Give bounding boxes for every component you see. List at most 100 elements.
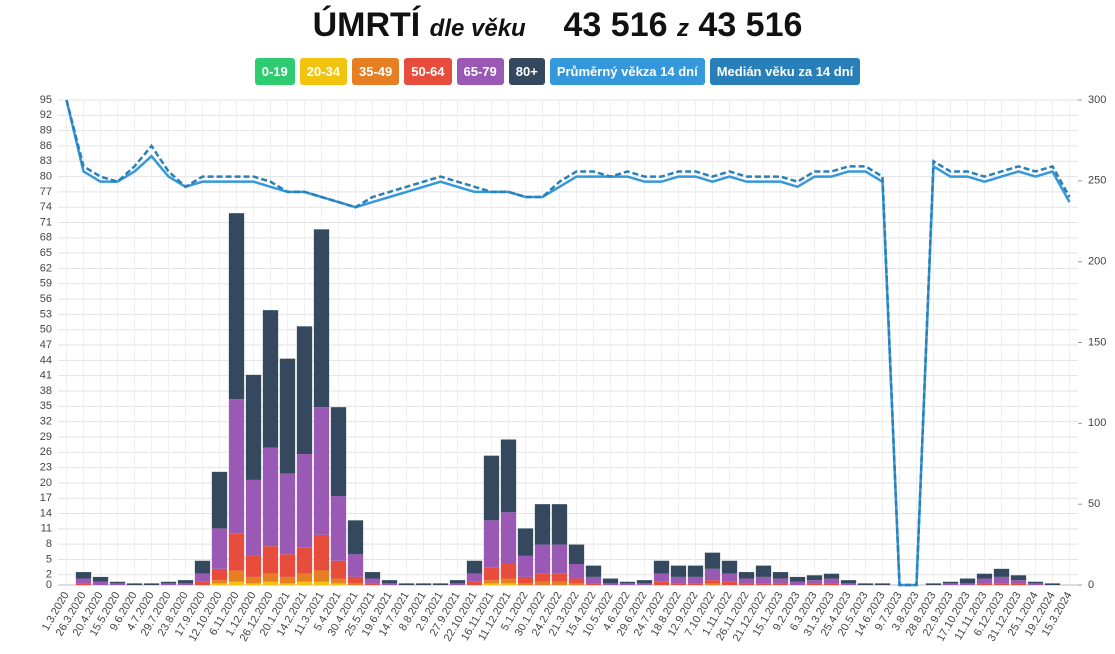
bar-segment <box>347 583 364 585</box>
y-tick-label: 47 <box>40 339 52 351</box>
bar-segment <box>500 583 517 585</box>
y-tick-label: 5 <box>46 553 52 565</box>
bar-segment <box>602 583 619 585</box>
bar-segment <box>449 583 466 585</box>
bar-segment <box>381 583 398 585</box>
bar-segment <box>874 583 891 585</box>
bar-segment <box>364 572 381 579</box>
legend-item[interactable]: 35-49 <box>352 58 400 85</box>
bar-segment <box>313 407 330 535</box>
bar-segment <box>636 580 653 584</box>
bar-segment <box>211 471 228 529</box>
bar-segment <box>466 560 483 574</box>
bar-segment <box>330 583 347 585</box>
bar-segment <box>738 583 755 585</box>
bar-segment <box>806 583 823 585</box>
bar-segment <box>262 447 279 547</box>
y-tick-label: 77 <box>40 186 52 198</box>
bar-segment <box>330 496 347 561</box>
bar-segment <box>160 581 177 584</box>
total-count: 43 516 <box>698 6 803 44</box>
y-tick-label: 59 <box>40 278 52 290</box>
bar-segment <box>245 374 262 480</box>
bar-segment <box>789 576 806 582</box>
bar-segment <box>92 581 109 585</box>
bar-segment <box>143 583 160 585</box>
bar-segment <box>211 580 228 584</box>
y-tick-label: 44 <box>40 354 52 366</box>
legend-item[interactable]: 65-79 <box>456 58 504 85</box>
y-tick-label: 0 <box>46 579 52 591</box>
bar-segment <box>466 581 483 585</box>
bar-segment <box>381 580 398 584</box>
y-tick-label: 86 <box>40 140 52 152</box>
bar-segment <box>568 544 585 564</box>
y-tick-label: 71 <box>40 216 52 228</box>
line <box>65 99 1071 587</box>
bar-segment <box>738 572 755 579</box>
y-tick-label: 83 <box>40 155 52 167</box>
shown-count: 43 516 <box>563 6 668 44</box>
legend-item[interactable]: 0-19 <box>254 58 295 85</box>
bar-segment <box>330 560 347 579</box>
title-of: z <box>676 15 689 42</box>
y-tick-label: 41 <box>40 370 52 382</box>
bar-segment <box>211 568 228 581</box>
bar-segment <box>585 583 602 585</box>
bar-segment <box>619 581 636 584</box>
y-tick-label: 35 <box>40 400 52 412</box>
legend-item[interactable]: 80+ <box>508 58 545 85</box>
bar-segment <box>670 576 687 584</box>
bar-segment <box>1044 583 1061 585</box>
y-tick-label: 38 <box>40 385 52 397</box>
y-tick-label: 53 <box>40 308 52 320</box>
bar-segment <box>857 583 874 585</box>
y-tick-label: 26 <box>40 446 52 458</box>
y-tick-label: 29 <box>40 431 52 443</box>
bar-segment <box>942 581 959 584</box>
bar-segment <box>636 583 653 585</box>
bar-segment <box>364 583 381 585</box>
y-tick-label: 32 <box>40 416 52 428</box>
legend-item[interactable]: Průměrný věkza 14 dní <box>549 58 705 85</box>
y2-tick-label: 100 <box>1088 417 1106 429</box>
legend-item[interactable]: Medián věku za 14 dní <box>709 58 861 85</box>
y-tick-label: 56 <box>40 293 52 305</box>
y-tick-label: 8 <box>46 538 52 550</box>
bar-segment <box>925 583 942 585</box>
bar-segment <box>109 581 126 584</box>
y2-tick-label: 50 <box>1088 498 1100 510</box>
bar-segment <box>109 583 126 585</box>
bar-segment <box>551 573 568 582</box>
bar-segment <box>823 578 840 584</box>
legend-item[interactable]: 50-64 <box>404 58 452 85</box>
bar-segment <box>568 583 585 585</box>
bar-segment <box>976 578 993 584</box>
legend-item[interactable]: 20-34 <box>299 58 347 85</box>
y-tick-label: 14 <box>40 507 52 519</box>
bar-segment <box>228 581 245 585</box>
y-tick-label: 89 <box>40 125 52 137</box>
bar-segment <box>245 479 262 556</box>
bar-segment <box>1027 583 1044 585</box>
bar-segment <box>228 533 245 571</box>
bar-segment <box>245 583 262 585</box>
bar-segment <box>126 583 143 585</box>
bar-segment <box>534 544 551 574</box>
y-tick-label: 62 <box>40 262 52 274</box>
y-tick-label: 74 <box>40 201 52 213</box>
bar-segment <box>704 552 721 569</box>
bar-segment <box>347 576 364 584</box>
bar-segment <box>262 310 279 448</box>
bar-segment <box>755 565 772 577</box>
bar-segment <box>721 581 738 585</box>
bar-segment <box>483 583 500 585</box>
bar-segment <box>296 547 313 574</box>
bar-segment <box>653 560 670 574</box>
bar-segment <box>483 580 500 584</box>
title-sub: dle věku <box>429 15 526 42</box>
bar-segment <box>568 563 585 579</box>
bar-segment <box>313 534 330 571</box>
